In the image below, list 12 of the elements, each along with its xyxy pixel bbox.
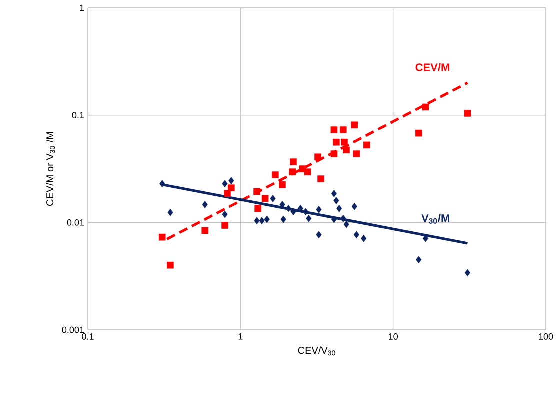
x-tick-label: 10 <box>389 334 398 340</box>
y-tick-label: 0.1 <box>72 112 84 119</box>
y-axis-title: CEV/M or V$_{30}$ /M <box>46 132 56 206</box>
x-axis-title: CEV/V$_{30}$ <box>298 346 336 356</box>
x-tick-label: 1 <box>238 334 243 340</box>
text: CEV/M <box>416 63 450 72</box>
x-tick-label: 0.1 <box>82 334 94 340</box>
y-tick-label: 0.01 <box>67 219 84 226</box>
y-tick-label: 1 <box>80 4 84 12</box>
series-label: V$_{30}$/M <box>422 214 450 224</box>
y-tick-label: 0.001 <box>62 326 84 334</box>
x-tick-label: 100 <box>539 334 554 340</box>
